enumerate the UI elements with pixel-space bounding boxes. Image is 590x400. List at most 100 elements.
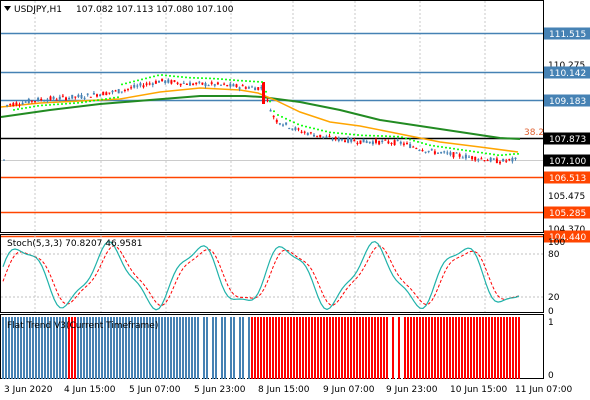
flat-bar — [17, 317, 19, 379]
flat-bar — [41, 317, 43, 379]
price-levels[interactable] — [1, 32, 543, 238]
flat-bar — [344, 317, 346, 379]
psar-dot — [481, 151, 483, 154]
flat-bar — [5, 317, 7, 379]
candle-body — [210, 82, 213, 84]
vertical-grid — [34, 1, 486, 232]
stochastic-panel[interactable] — [0, 234, 544, 313]
level-badge — [544, 171, 590, 184]
psar-dot — [325, 130, 327, 133]
candlesticks[interactable] — [3, 78, 517, 165]
candle-body — [18, 104, 21, 106]
time-axis-label: 8 Jun 15:00 — [258, 385, 310, 395]
flat-bar — [239, 317, 241, 379]
candle-body — [474, 156, 477, 161]
candle-body — [399, 141, 402, 144]
flat-bar — [164, 317, 166, 379]
flat-bar — [311, 317, 313, 379]
candle-body — [3, 159, 5, 161]
psar-dot — [293, 121, 295, 124]
flat-bar — [503, 317, 505, 379]
candle-body — [300, 131, 303, 133]
time-axis-label: 3 Jun 2020 — [4, 385, 53, 395]
candle-body — [340, 138, 343, 141]
flat-bar — [461, 317, 463, 379]
flat-bar — [101, 317, 103, 379]
flat-axis-label: 0 — [548, 371, 554, 381]
psar-dot — [441, 146, 443, 149]
candle-body — [477, 159, 480, 161]
psar-dot — [509, 153, 511, 156]
candle-body — [111, 90, 114, 93]
candle-body — [30, 100, 33, 102]
flat-bar — [266, 317, 268, 379]
candle-body — [303, 131, 306, 133]
flat-bar — [272, 317, 274, 379]
candle-body — [216, 82, 219, 85]
psar-dot — [349, 133, 351, 136]
price-axis-label: 105.475 — [548, 192, 585, 202]
candle-body — [145, 83, 148, 85]
psar-dot — [69, 102, 71, 105]
level-price-badges: 111.515 110.142 109.183 107.873 107.100 106.5… — [544, 27, 590, 243]
candle-body — [365, 141, 368, 143]
psar-dot — [77, 101, 79, 104]
candle-body — [406, 142, 408, 144]
flat-bar — [326, 317, 328, 379]
psar-dot — [149, 76, 151, 79]
candle-body — [6, 104, 9, 106]
flat-bar — [89, 317, 91, 379]
psar-dot — [217, 77, 219, 80]
candle-body — [393, 140, 396, 146]
candle-body — [446, 152, 449, 154]
psar-dot — [273, 110, 275, 113]
candle-body — [508, 158, 511, 160]
candle-body — [418, 149, 421, 151]
flat-bar — [8, 317, 10, 379]
triangle-down-icon[interactable] — [4, 6, 11, 11]
psar-dot — [249, 80, 251, 83]
flat-bar — [260, 317, 262, 379]
flat-bar — [2, 317, 4, 379]
psar-dot — [177, 75, 179, 78]
psar-dot — [345, 132, 347, 135]
flat-bar — [188, 317, 190, 379]
candle-body — [77, 94, 80, 98]
psar-dot — [513, 153, 515, 156]
psar-dot — [225, 78, 227, 81]
candle-body — [34, 101, 36, 103]
psar-dot — [361, 134, 363, 137]
flat-bar — [86, 317, 88, 379]
candle-body — [384, 139, 387, 141]
psar-dot — [45, 104, 47, 107]
time-axis-label: 9 Jun 23:00 — [386, 385, 438, 395]
candle-body — [282, 124, 284, 126]
level-badge — [544, 27, 590, 40]
psar-dot — [29, 106, 31, 109]
price-panel[interactable] — [0, 0, 544, 233]
candle-body — [201, 82, 204, 85]
flat-bar — [428, 317, 430, 379]
psar-dot — [181, 75, 183, 78]
stoch-axis-label: 100 — [548, 238, 565, 248]
psar-dot — [301, 124, 303, 127]
psar-dot — [373, 134, 375, 137]
psar-dot — [157, 74, 159, 77]
candle-body — [43, 100, 46, 102]
candle-body — [316, 135, 319, 137]
psar-dot — [221, 78, 223, 81]
flat-bar — [29, 317, 31, 379]
flat-bar — [419, 317, 421, 379]
candle-body — [344, 140, 346, 142]
psar-dot — [401, 136, 403, 139]
flat-trend-title: Flat Trend V3(Current Timeframe) — [7, 321, 158, 331]
candle-body — [458, 154, 461, 157]
candle-body — [127, 88, 129, 90]
time-axis-label: 9 Jun 07:00 — [323, 385, 375, 395]
flat-bar — [77, 317, 79, 379]
flat-bar — [485, 317, 487, 379]
candle-body — [319, 134, 322, 137]
candle-body — [83, 97, 86, 99]
psar-dot — [237, 79, 239, 82]
